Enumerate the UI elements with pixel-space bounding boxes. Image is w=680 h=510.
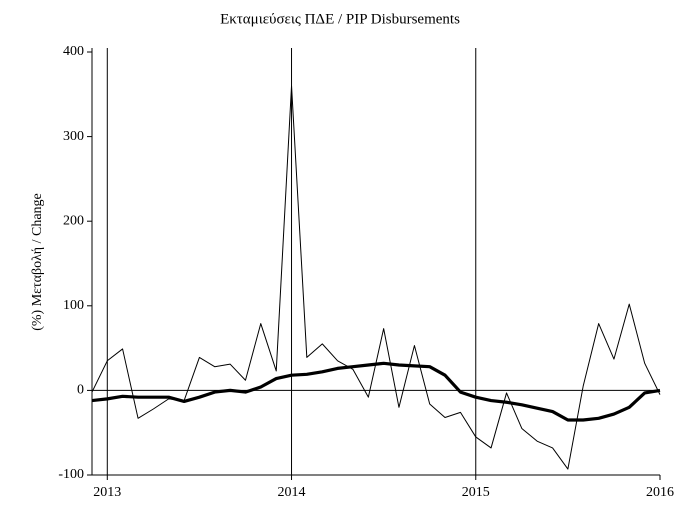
x-tick-label: 2013 bbox=[93, 485, 121, 500]
y-tick-label: 200 bbox=[63, 213, 84, 228]
y-tick-label: 300 bbox=[63, 129, 84, 144]
chart-title: Εκταμιεύσεις ΠΔΕ / PIP Disbursements bbox=[220, 11, 460, 27]
x-tick-label: 2015 bbox=[462, 485, 490, 500]
y-axis-label: (%) Μεταβολή / Change bbox=[30, 193, 45, 331]
y-tick-label: 100 bbox=[63, 298, 84, 313]
y-tick-label: 400 bbox=[63, 44, 84, 59]
series-line bbox=[91, 361, 661, 422]
series-line bbox=[91, 85, 661, 470]
y-tick-label: -100 bbox=[58, 467, 84, 482]
x-tick-label: 2014 bbox=[278, 485, 306, 500]
y-tick-label: 0 bbox=[77, 383, 84, 398]
x-tick-label: 2016 bbox=[646, 485, 674, 500]
